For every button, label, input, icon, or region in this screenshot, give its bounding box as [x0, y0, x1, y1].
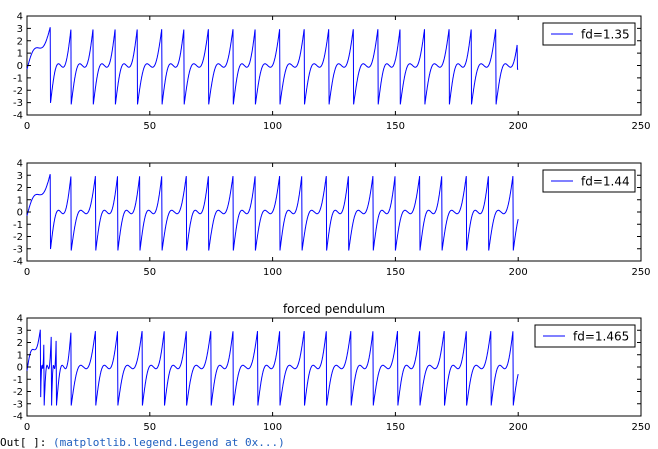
x-tick-label: 0: [24, 267, 30, 278]
y-tick-label: 1: [17, 350, 23, 361]
y-tick-label: 2: [17, 338, 23, 349]
legend-label: fd=1.44: [581, 175, 630, 189]
x-tick-label: 200: [509, 121, 528, 132]
y-tick-label: -1: [13, 220, 23, 231]
legend-label: fd=1.35: [581, 28, 630, 42]
y-tick-label: 2: [17, 36, 23, 47]
x-tick-label: 0: [24, 422, 30, 433]
x-tick-label: 250: [631, 422, 650, 433]
y-tick-label: 3: [17, 326, 23, 337]
y-tick-label: -2: [13, 232, 23, 243]
x-tick-label: 150: [386, 267, 405, 278]
chart-title: forced pendulum: [283, 302, 385, 316]
y-tick-label: 3: [17, 171, 23, 182]
x-tick-label: 100: [263, 267, 282, 278]
x-tick-label: 200: [509, 422, 528, 433]
x-tick-label: 100: [263, 422, 282, 433]
y-tick-label: -4: [13, 257, 23, 268]
y-tick-label: 1: [17, 195, 23, 206]
series-line: [26, 329, 519, 406]
subplot-3: 0 50 100 150 200 25043210-1-2-3-4fd=1.465forc…: [13, 302, 651, 433]
legend-label: fd=1.465: [573, 330, 629, 344]
x-tick-label: 150: [386, 121, 405, 132]
legend: fd=1.35: [542, 22, 636, 46]
x-tick-label: 50: [143, 121, 156, 132]
y-tick-label: -2: [13, 86, 23, 97]
y-tick-label: 0: [17, 61, 23, 72]
y-tick-label: 4: [17, 159, 23, 170]
x-tick-label: 250: [631, 267, 650, 278]
y-tick-label: 0: [17, 363, 23, 374]
legend-box: [542, 169, 636, 193]
x-tick-label: 200: [509, 267, 528, 278]
y-tick-label: 0: [17, 208, 23, 219]
y-tick-label: -2: [13, 387, 23, 398]
x-tick-label: 100: [263, 121, 282, 132]
y-tick-label: 1: [17, 49, 23, 60]
legend-box: [542, 22, 636, 46]
y-tick-label: -3: [13, 244, 23, 255]
y-tick-label: -3: [13, 399, 23, 410]
y-tick-label: -1: [13, 375, 23, 386]
legend: fd=1.44: [542, 169, 636, 193]
legend: fd=1.465: [534, 324, 636, 348]
y-tick-label: -4: [13, 412, 23, 423]
y-tick-label: -3: [13, 98, 23, 109]
x-tick-label: 0: [24, 121, 30, 132]
x-tick-label: 150: [386, 422, 405, 433]
y-tick-label: 3: [17, 24, 23, 35]
y-tick-label: 4: [17, 12, 23, 23]
y-tick-label: 4: [17, 314, 23, 325]
x-tick-label: 50: [143, 422, 156, 433]
series-line: [26, 174, 519, 251]
x-tick-label: 50: [143, 267, 156, 278]
series-line: [26, 27, 519, 105]
y-tick-label: -4: [13, 111, 23, 122]
y-tick-label: -1: [13, 73, 23, 84]
y-tick-label: 2: [17, 183, 23, 194]
legend-box: [534, 324, 636, 348]
x-tick-label: 250: [631, 121, 650, 132]
